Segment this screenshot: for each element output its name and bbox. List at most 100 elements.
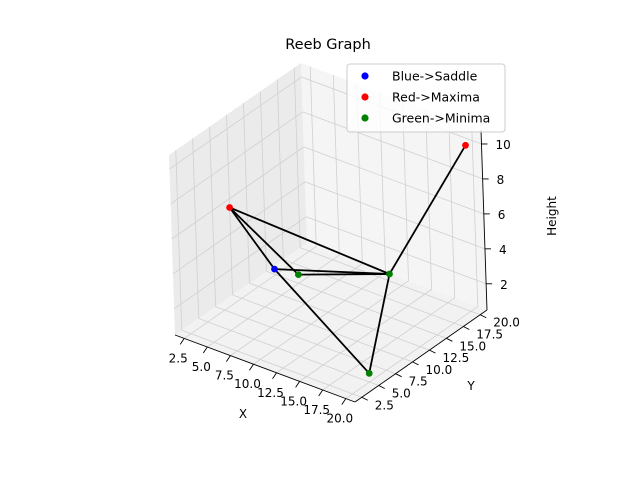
x-grid-wall [332, 75, 340, 256]
x-tick-mark [202, 346, 208, 354]
y-tick-label: 20.0 [493, 316, 520, 330]
legend-label-saddle: Blue->Saddle [392, 69, 478, 84]
y-tick-mark [361, 396, 368, 401]
grid-lines [169, 66, 487, 399]
graph-edge [273, 268, 370, 374]
y-tick-mark [395, 373, 402, 378]
x-grid-wall [309, 66, 317, 247]
legend: Blue->Saddle Red->Maxima Green->Minima [346, 63, 506, 133]
y-grid-floor [181, 329, 362, 398]
floor-pane [175, 243, 487, 402]
legend-box [346, 63, 506, 133]
x-tick-label: 12.5 [257, 386, 284, 400]
x-tick-label: 10.0 [234, 377, 261, 391]
y-tick-mark [446, 337, 453, 342]
y-tick-label: 15.0 [459, 339, 486, 353]
z-tick-label: 6 [498, 208, 506, 222]
x-tick-mark [318, 389, 324, 397]
y-grid-floor [249, 282, 430, 351]
tick-labels: 2.55.07.510.012.515.017.520.02.55.07.510… [169, 138, 520, 426]
x-grid-floor [322, 297, 455, 391]
z-grid-back [304, 181, 486, 250]
legend-marker-maxima [361, 93, 369, 101]
y-tick-mark [429, 349, 436, 354]
y-axis-title: Y [466, 379, 475, 393]
x-grid-floor [345, 306, 478, 399]
z-tick-label: 8 [497, 173, 505, 187]
z-grid-left [171, 146, 305, 240]
y-grid-wall [175, 150, 183, 331]
x-axis-title: X [239, 407, 247, 421]
x-tick-mark [341, 398, 347, 405]
x-grid-wall [471, 126, 479, 307]
legend-label-minima: Green->Minima [392, 111, 490, 126]
x-grid-floor [276, 280, 409, 374]
z-axis-line [480, 129, 488, 311]
legend-marker-saddle [361, 72, 369, 80]
x-grid-floor [184, 246, 317, 339]
graph-edge [388, 144, 467, 275]
graph-nodes [226, 141, 469, 377]
x-tick-label: 17.5 [303, 403, 330, 417]
graph-edges [228, 144, 467, 374]
axis-lines [174, 129, 493, 405]
z-grid-left [173, 216, 307, 310]
y-tick-mark [378, 385, 385, 389]
graph-node [295, 271, 302, 278]
z-grid-left [169, 76, 302, 170]
x-axis-line [174, 334, 356, 403]
x-tick-mark [226, 355, 231, 362]
graph-node [365, 369, 373, 377]
graph-node [462, 141, 469, 149]
x-grid-wall [448, 117, 456, 298]
x-tick-label: 2.5 [169, 351, 188, 365]
x-tick-label: 5.0 [192, 360, 211, 374]
y-grid-floor [232, 294, 413, 363]
z-tick-label: 2 [500, 278, 508, 292]
y-axis-line [354, 309, 488, 403]
y-grid-floor [215, 306, 396, 375]
z-grid-left [170, 111, 303, 205]
x-grid-wall [425, 109, 433, 290]
graph-edge [228, 206, 300, 276]
z-grid-back [303, 146, 484, 215]
x-tick-label: 20.0 [326, 412, 353, 426]
y-tick-label: 10.0 [426, 363, 453, 377]
graph-edge [368, 273, 391, 374]
y-tick-mark [412, 361, 419, 366]
chart-title: Reeb Graph [285, 37, 371, 53]
y-tick-label: 5.0 [392, 387, 411, 401]
x-grid-floor [299, 289, 432, 382]
y-grid-floor [198, 318, 379, 386]
y-tick-label: 12.5 [443, 351, 470, 365]
y-grid-wall [293, 67, 301, 248]
x-tick-mark [249, 363, 254, 371]
graph-node [271, 265, 278, 273]
z-tick-label: 10 [496, 138, 511, 152]
z-axis-title: Height [545, 196, 559, 236]
y-tick-mark [480, 314, 487, 319]
graph-edge [229, 206, 390, 275]
x-tick-label: 15.0 [280, 394, 307, 408]
x-tick-label: 7.5 [215, 369, 234, 383]
y-tick-mark [463, 326, 470, 330]
x-tick-mark [295, 381, 300, 388]
y-grid-floor [300, 247, 481, 316]
legend-label-maxima: Red->Maxima [392, 90, 480, 105]
graph-node [226, 204, 234, 211]
y-grid-floor [266, 270, 447, 339]
z-grid-back [305, 216, 487, 285]
y-tick-label: 2.5 [375, 398, 394, 412]
x-tick-mark [272, 372, 277, 380]
y-grid-wall [209, 126, 217, 307]
y-tick-label: 17.5 [476, 328, 503, 342]
graph-edge [274, 268, 390, 275]
y-tick-label: 7.5 [409, 375, 428, 389]
z-tick-label: 4 [499, 243, 507, 257]
y-grid-wall [192, 138, 200, 319]
legend-marker-minima [361, 114, 369, 122]
y-grid-wall [243, 103, 250, 284]
graph-node [386, 270, 393, 278]
x-grid-floor [230, 263, 363, 356]
